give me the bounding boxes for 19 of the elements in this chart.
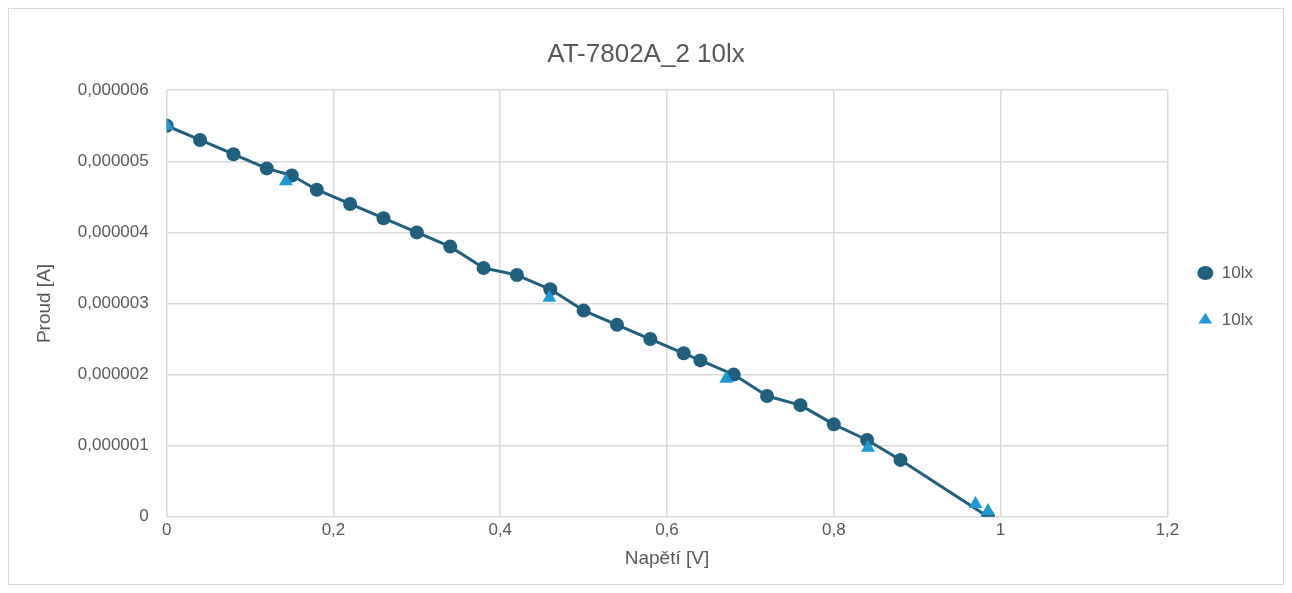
y-axis-title: Proud [A] xyxy=(32,263,54,344)
y-tick-label: 0,000006 xyxy=(77,79,149,99)
x-tick-label: 0,4 xyxy=(488,519,513,539)
x-tick-label: 0 xyxy=(161,519,172,539)
y-tick-label: 0,000001 xyxy=(77,435,149,455)
y-tick-label: 0 xyxy=(139,506,149,526)
chart-title: AT-7802A_2 10lx xyxy=(547,37,745,68)
x-tick-label: 0,2 xyxy=(321,519,346,539)
y-tick-label: 0,000005 xyxy=(77,150,149,170)
y-tick-label: 0,000004 xyxy=(77,222,149,242)
x-tick-label: 1 xyxy=(995,519,1006,539)
y-tick-label: 0,000002 xyxy=(77,364,149,384)
x-axis-title: Napětí [V] xyxy=(624,546,710,568)
legend-label: 10lx xyxy=(1221,309,1254,329)
x-tick-label: 1,2 xyxy=(1155,519,1180,539)
legend-label: 10lx xyxy=(1221,262,1254,282)
x-tick-label: 0,6 xyxy=(655,519,679,539)
x-tick-label: 0,8 xyxy=(821,519,846,539)
y-tick-label: 0,000003 xyxy=(77,293,149,313)
